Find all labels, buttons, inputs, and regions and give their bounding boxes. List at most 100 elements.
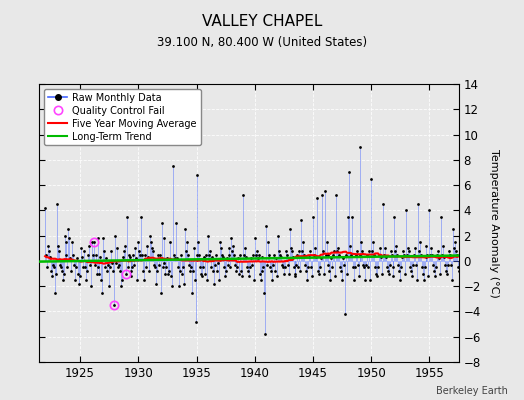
Point: [201, 270, 210, 277]
Point: [92, 270, 101, 277]
Point: [445, 251, 454, 258]
Point: [346, 251, 355, 258]
Point: [44, 242, 52, 249]
Point: [310, 251, 318, 258]
Point: [360, 264, 368, 270]
Point: [248, 262, 256, 268]
Point: [369, 239, 377, 245]
Point: [380, 245, 389, 252]
Point: [421, 254, 430, 260]
Point: [156, 251, 164, 258]
Point: [320, 188, 329, 195]
Point: [219, 254, 227, 260]
Point: [56, 262, 64, 268]
Point: [93, 264, 102, 270]
Point: [313, 194, 321, 201]
Point: [96, 254, 105, 260]
Point: [435, 255, 443, 262]
Point: [454, 268, 463, 274]
Point: [311, 245, 319, 252]
Point: [340, 262, 348, 268]
Point: [242, 254, 250, 260]
Point: [148, 245, 156, 252]
Point: [353, 262, 362, 268]
Point: [257, 268, 266, 274]
Point: [130, 262, 138, 268]
Point: [400, 251, 408, 258]
Point: [422, 242, 431, 249]
Point: [48, 273, 56, 279]
Point: [426, 251, 434, 258]
Point: [79, 264, 87, 270]
Point: [411, 245, 419, 252]
Point: [444, 262, 452, 268]
Point: [328, 264, 336, 270]
Point: [123, 214, 131, 220]
Point: [217, 251, 226, 258]
Point: [169, 163, 178, 169]
Point: [394, 262, 402, 268]
Point: [222, 255, 231, 262]
Point: [277, 254, 285, 260]
Point: [202, 251, 211, 258]
Point: [412, 277, 421, 283]
Point: [74, 270, 82, 277]
Point: [60, 232, 69, 239]
Point: [109, 268, 117, 274]
Point: [352, 251, 360, 258]
Point: [220, 264, 228, 270]
Point: [290, 270, 299, 277]
Point: [263, 262, 271, 268]
Point: [424, 273, 433, 279]
Point: [225, 245, 234, 252]
Point: [117, 277, 126, 283]
Point: [205, 251, 213, 258]
Point: [158, 264, 167, 270]
Point: [332, 192, 341, 198]
Point: [259, 264, 268, 270]
Point: [243, 264, 251, 270]
Point: [356, 251, 365, 258]
Point: [43, 264, 51, 270]
Point: [207, 264, 215, 270]
Point: [264, 239, 272, 245]
Y-axis label: Temperature Anomaly (°C): Temperature Anomaly (°C): [489, 149, 499, 297]
Point: [211, 262, 219, 268]
Point: [90, 239, 98, 245]
Point: [267, 268, 276, 274]
Point: [283, 262, 292, 268]
Point: [209, 268, 217, 274]
Point: [441, 262, 449, 268]
Point: [138, 251, 146, 258]
Point: [278, 262, 286, 268]
Point: [166, 239, 174, 245]
Point: [258, 254, 267, 260]
Point: [215, 239, 224, 245]
Point: [180, 280, 188, 287]
Point: [428, 251, 436, 258]
Point: [339, 255, 347, 262]
Point: [387, 251, 396, 258]
Point: [437, 214, 445, 220]
Point: [412, 262, 420, 268]
Point: [73, 255, 81, 262]
Point: [343, 270, 351, 277]
Point: [190, 277, 199, 283]
Point: [355, 144, 364, 150]
Point: [198, 273, 206, 279]
Point: [453, 264, 462, 270]
Point: [98, 289, 106, 296]
Point: [216, 245, 225, 252]
Point: [41, 205, 49, 211]
Point: [222, 268, 230, 274]
Point: [157, 220, 166, 226]
Point: [172, 220, 180, 226]
Point: [378, 270, 386, 277]
Point: [386, 248, 395, 254]
Point: [193, 251, 202, 258]
Point: [299, 239, 308, 245]
Point: [285, 270, 293, 277]
Point: [228, 248, 237, 254]
Point: [434, 248, 442, 254]
Point: [300, 251, 309, 258]
